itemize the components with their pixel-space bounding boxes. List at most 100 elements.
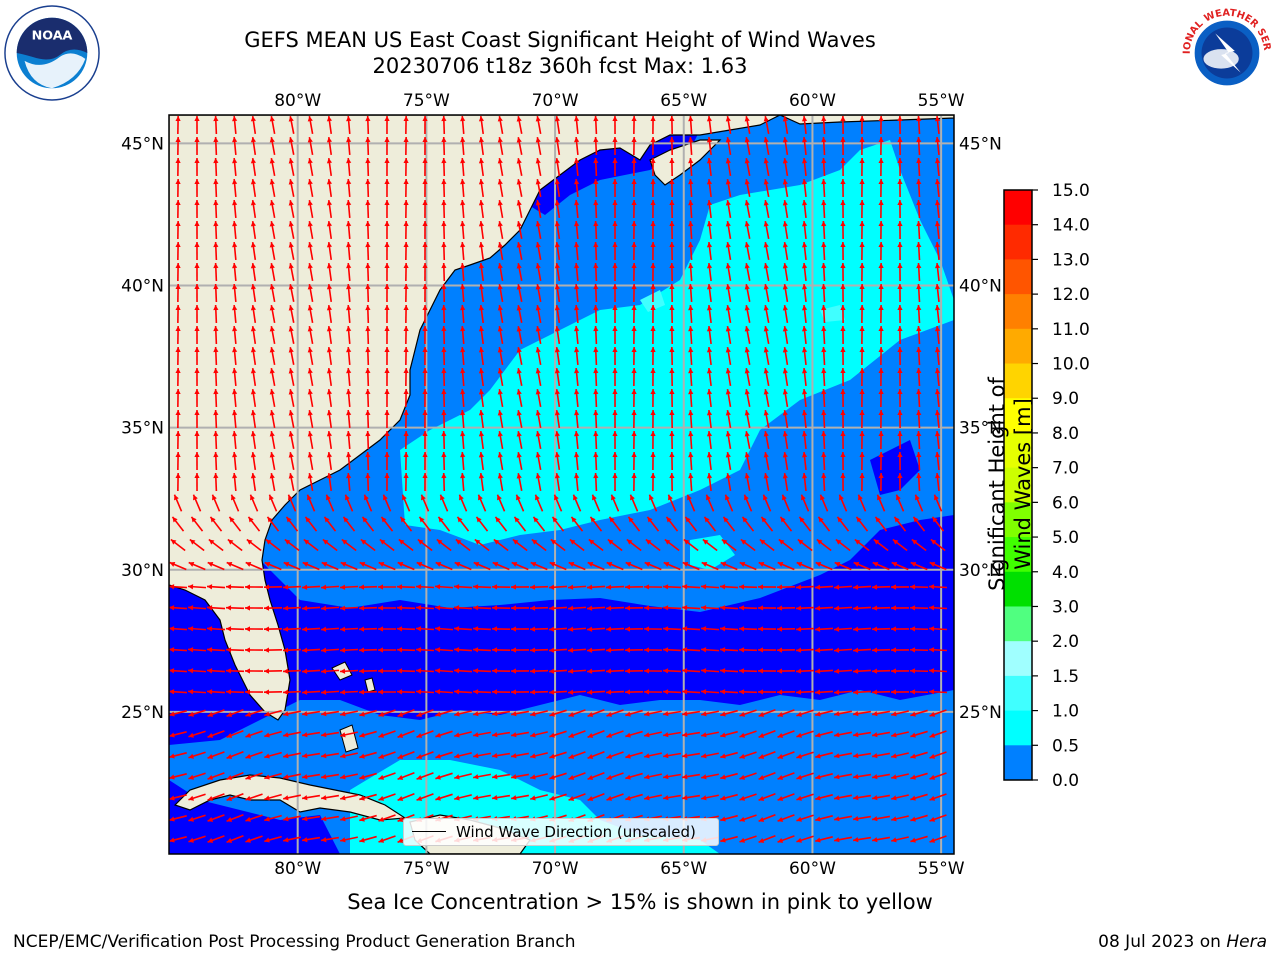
wind-arrow-head (288, 305, 294, 311)
wind-arrow-head (213, 368, 219, 374)
wind-arrow-head (478, 200, 485, 206)
wind-arrow-head (782, 116, 788, 122)
wind-wave-direction-arrows (169, 115, 948, 843)
wind-arrow-head (777, 795, 784, 801)
wind-arrow-head (744, 326, 750, 332)
wind-arrow-head (378, 774, 385, 780)
wind-arrow-head (213, 305, 219, 311)
wind-arrow-head (212, 494, 217, 501)
wind-arrow-head (891, 732, 897, 738)
wind-arrow-head (688, 431, 694, 437)
wind-arrow-head (815, 711, 821, 717)
wind-arrow-head (460, 200, 466, 206)
wind-arrow-head (720, 647, 726, 653)
wind-arrow-head (688, 242, 694, 248)
wind-arrow-head (478, 242, 485, 248)
wind-arrow-head (207, 753, 214, 759)
wind-arrow-head (859, 221, 865, 227)
wind-arrow-head (815, 816, 821, 822)
wind-arrow-head (612, 305, 618, 311)
wind-arrow-head (511, 584, 517, 590)
wind-arrow-head (571, 516, 577, 523)
wind-arrow-head (916, 242, 922, 248)
wind-arrow-head (307, 284, 313, 290)
wind-arrow-head (516, 389, 522, 395)
wind-arrow-head (720, 795, 726, 801)
wind-arrow-head (872, 774, 878, 780)
wind-arrow-head (492, 626, 498, 632)
wind-arrow-head (288, 242, 294, 248)
wind-arrow-head (777, 668, 783, 674)
colorbar-tick-label: 2.0 (1052, 632, 1079, 652)
wind-arrow-head (554, 494, 559, 501)
wind-arrow-head (891, 584, 897, 590)
wind-arrow-head (587, 754, 594, 759)
wind-arrow-head (169, 668, 175, 674)
wind-arrow-head (701, 626, 707, 632)
wind-arrow-head (650, 410, 656, 416)
wind-arrow-head (593, 263, 599, 269)
wind-arrow-head (801, 137, 808, 143)
wind-arrow-head (340, 795, 346, 801)
wind-arrow-head (706, 326, 713, 332)
wind-arrow-head (897, 116, 903, 122)
wind-arrow-head (302, 732, 308, 738)
wind-arrow-head (269, 494, 274, 501)
wind-arrow-head (511, 562, 518, 567)
wind-arrow-head (821, 326, 827, 332)
wind-arrow-head (283, 668, 289, 674)
wind-arrow-head (264, 837, 270, 843)
wind-arrow-head (302, 774, 308, 780)
lat-tick-label-right: 30°N (959, 561, 1002, 581)
wind-arrow-head (422, 158, 428, 164)
wind-arrow-head (796, 647, 802, 653)
wind-arrow-head (631, 305, 637, 311)
wind-arrow-head (782, 368, 788, 374)
wind-arrow-head (473, 647, 479, 653)
wind-arrow-head (837, 516, 843, 523)
wind-arrow-head (441, 242, 447, 248)
wind-arrow-head (801, 179, 808, 185)
noaa-logo-icon: NOAA (4, 5, 100, 101)
wind-arrow-head (213, 137, 219, 143)
wind-arrow-head (593, 200, 599, 206)
wind-arrow-head (758, 647, 764, 653)
wind-arrow-head (628, 516, 634, 523)
wind-arrow-head (535, 263, 541, 269)
wind-arrow-head (587, 712, 594, 717)
wind-arrow-head (359, 584, 365, 590)
wind-arrow-head (226, 584, 232, 590)
wind-arrow-head (460, 347, 466, 353)
wind-arrow-head (606, 774, 613, 780)
wind-arrow-head (782, 137, 788, 143)
wind-arrow-head (384, 116, 390, 122)
wind-arrow-head (511, 753, 517, 759)
wind-arrow-head (606, 795, 613, 801)
wind-arrow-head (647, 516, 653, 523)
wind-arrow-head (435, 605, 441, 611)
wind-arrow-head (460, 368, 466, 374)
colorbar-tick-label: 8.0 (1052, 424, 1079, 444)
wind-arrow-head (535, 284, 541, 290)
wind-arrow-head (188, 647, 194, 653)
wind-arrow-head (549, 584, 555, 590)
wind-arrow-head (359, 562, 366, 567)
nws-logo-icon: NATIONAL WEATHER SERVICE (1178, 4, 1275, 101)
wind-arrow-head (644, 711, 650, 717)
wind-arrow-head (631, 347, 637, 353)
wind-arrow-head (834, 837, 840, 843)
wind-arrow-head (340, 562, 347, 567)
wind-arrow-head (796, 732, 802, 738)
wind-arrow-head (208, 539, 215, 545)
wind-arrow-head (916, 116, 922, 122)
wind-arrow-head (194, 368, 200, 374)
wind-arrow-head (516, 221, 522, 227)
wind-arrow-head (815, 668, 821, 674)
wind-arrow-head (397, 562, 404, 567)
wind-arrow-head (777, 647, 783, 653)
wind-arrow-head (194, 452, 200, 458)
wind-arrow-head (288, 452, 294, 458)
wind-arrow-head (550, 539, 557, 545)
wind-arrow-head (859, 305, 865, 311)
wind-arrow-head (574, 452, 580, 458)
